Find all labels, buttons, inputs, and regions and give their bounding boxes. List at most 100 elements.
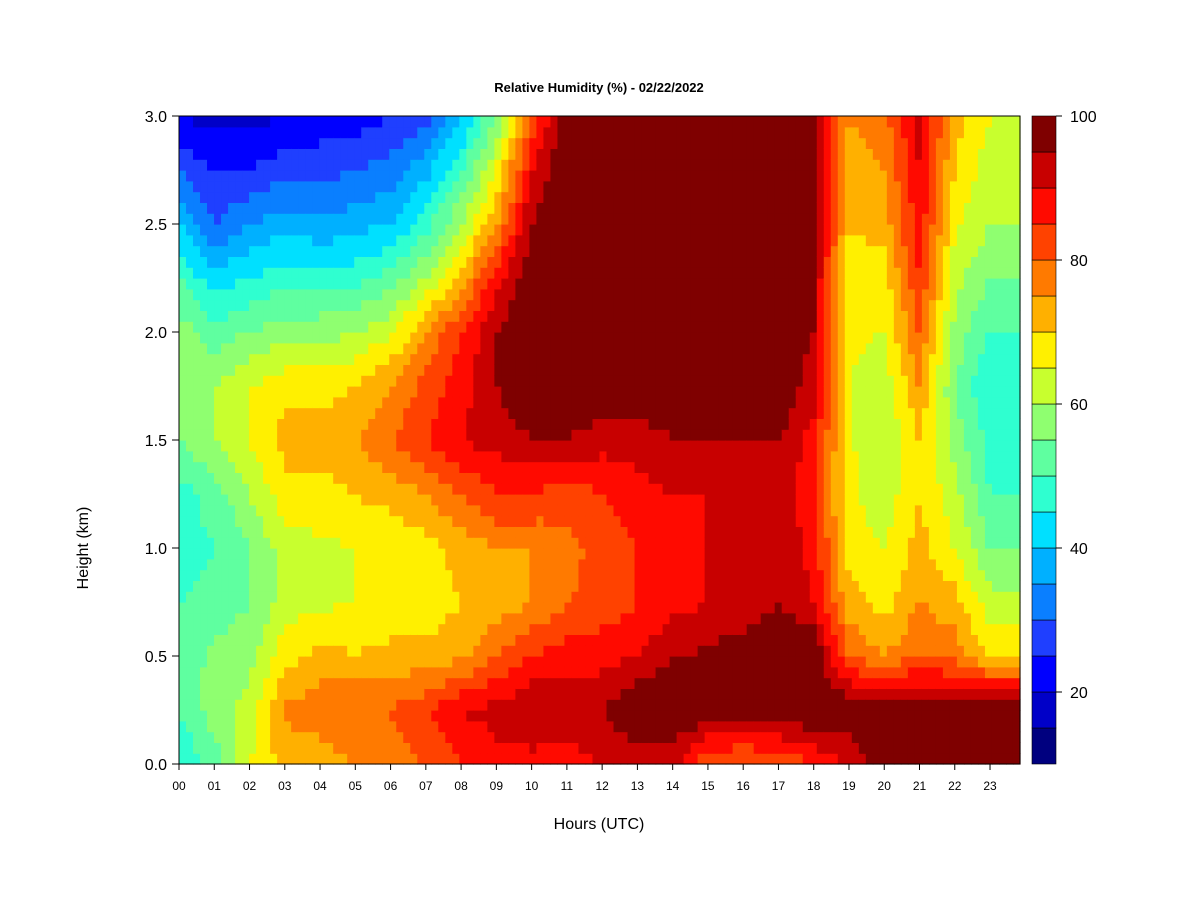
heatmap-cell [270,342,278,355]
heatmap-cell [711,170,720,182]
heatmap-cell [438,720,446,733]
heatmap-cell [641,526,650,538]
heatmap-cell [676,429,685,441]
heatmap-cell [368,656,376,668]
heatmap-cell [620,537,629,549]
heatmap-cell [312,461,320,473]
heatmap-cell [459,256,467,268]
heatmap-cell [536,699,545,711]
heatmap-cell [634,234,643,247]
heatmap-cell [417,558,425,571]
heatmap-cell [494,342,502,355]
heatmap-cell [669,332,678,344]
heatmap-cell [620,170,629,182]
heatmap-cell [543,180,552,193]
heatmap-cell [410,558,418,571]
heatmap-cell [368,126,376,139]
heatmap-cell [508,321,516,333]
heatmap-cell [291,504,299,517]
heatmap-cell [193,623,201,635]
heatmap-cell [263,213,271,225]
heatmap-cell [522,353,531,365]
heatmap-cell [256,483,264,495]
heatmap-cell [424,440,432,452]
heatmap-cell [550,731,559,743]
heatmap-cell [655,375,664,387]
heatmap-cell [347,710,355,722]
heatmap-cell [641,753,650,765]
heatmap-cell [249,342,257,355]
heatmap-cell [284,645,292,657]
heatmap-cell [676,267,685,279]
heatmap-cell [648,537,657,549]
heatmap-cell [221,591,229,603]
heatmap-cell [298,483,306,495]
heatmap-cell [389,234,397,247]
heatmap-cell [459,494,467,506]
heatmap-cell [529,386,538,398]
heatmap-cell [669,418,678,430]
heatmap-cell [221,515,229,527]
heatmap-cell [354,612,362,625]
heatmap-cell [725,159,734,171]
heatmap-cell [746,418,755,430]
heatmap-cell [179,731,187,743]
heatmap-cell [207,558,215,571]
heatmap-cell [578,332,587,344]
heatmap-cell [438,440,446,452]
heatmap-cell [599,234,608,247]
heatmap-cell [186,353,194,365]
heatmap-cell [690,267,699,279]
heatmap-cell [326,494,334,506]
heatmap-cell [613,645,622,657]
heatmap-cell [690,731,699,743]
heatmap-cell [711,645,720,657]
heatmap-cell [431,407,439,419]
heatmap-cell [270,407,278,419]
heatmap-cell [312,310,320,322]
heatmap-cell [473,191,481,203]
heatmap-cell [256,126,264,139]
heatmap-cell [403,558,411,571]
heatmap-cell [508,386,516,398]
heatmap-cell [480,256,488,268]
heatmap-cell [585,515,594,527]
heatmap-cell [690,742,699,754]
heatmap-cell [396,418,404,430]
heatmap-cell [382,699,390,711]
heatmap-cell [179,537,187,549]
heatmap-cell [739,364,748,376]
heatmap-cell [753,256,762,268]
heatmap-cell [214,332,222,344]
heatmap-cell [543,407,552,419]
heatmap-cell [739,688,748,700]
heatmap-cell [312,558,320,571]
heatmap-cell [193,180,201,193]
heatmap-cell [592,515,601,527]
heatmap-cell [291,494,299,506]
heatmap-cell [312,677,320,689]
heatmap-cell [494,537,502,549]
heatmap-cell [382,234,390,247]
heatmap-cell [459,429,467,441]
heatmap-cell [431,623,439,635]
heatmap-cell [641,515,650,527]
heatmap-cell [557,396,566,409]
heatmap-cell [753,612,762,625]
heatmap-cell [228,224,236,236]
heatmap-cell [655,450,664,463]
heatmap-cell [536,656,545,668]
heatmap-cell [375,569,383,581]
heatmap-cell [277,569,285,581]
heatmap-cell [382,623,390,635]
heatmap-cell [711,332,720,344]
heatmap-cell [452,278,460,290]
heatmap-cell [732,202,741,214]
heatmap-cell [214,342,222,355]
heatmap-cell [459,450,467,463]
heatmap-cell [676,224,685,236]
heatmap-cell [340,558,348,571]
heatmap-cell [214,148,222,160]
heatmap-cell [487,515,495,527]
heatmap-cell [557,710,566,722]
